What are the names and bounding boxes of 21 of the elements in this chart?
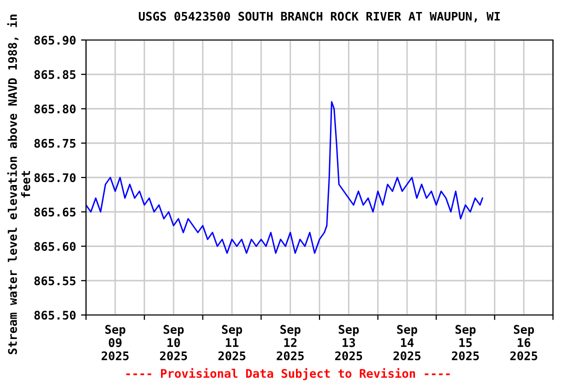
x-tick-label: Sep 09 2025 — [102, 324, 129, 360]
y-tick-label: 865.80 — [34, 104, 76, 114]
line-series — [86, 101, 484, 254]
y-tick-label: 865.55 — [34, 276, 76, 286]
chart-title: USGS 05423500 SOUTH BRANCH ROCK RIVER AT WAUPUN, WI — [138, 12, 500, 22]
x-tick-label: Sep 11 2025 — [218, 324, 246, 360]
y-tick-label: 865.85 — [34, 70, 76, 80]
y-tick-label: 865.50 — [34, 310, 76, 320]
y-tick-label: 865.90 — [34, 36, 76, 45]
y-tick-label: 865.60 — [34, 242, 76, 251]
x-tick-label: Sep 14 2025 — [394, 324, 420, 360]
x-tick-label: Sep 15 2025 — [452, 324, 479, 360]
x-tick-label: Sep 13 2025 — [335, 324, 362, 360]
y-tick-label: 865.75 — [34, 138, 76, 148]
x-tick-label: Sep 12 2025 — [276, 324, 304, 360]
y-tick-label: 865.70 — [34, 173, 76, 182]
x-tick-label: Sep 10 2025 — [160, 324, 187, 360]
text: ---- Provisional Data Subject to Revision ---- — [126, 368, 450, 380]
x-tick-label: Sep 16 2025 — [510, 324, 538, 360]
y-axis-title: Stream water level elevation above NAVD 1988, in feet — [7, 14, 30, 354]
y-tick-label: 865.65 — [34, 208, 76, 217]
